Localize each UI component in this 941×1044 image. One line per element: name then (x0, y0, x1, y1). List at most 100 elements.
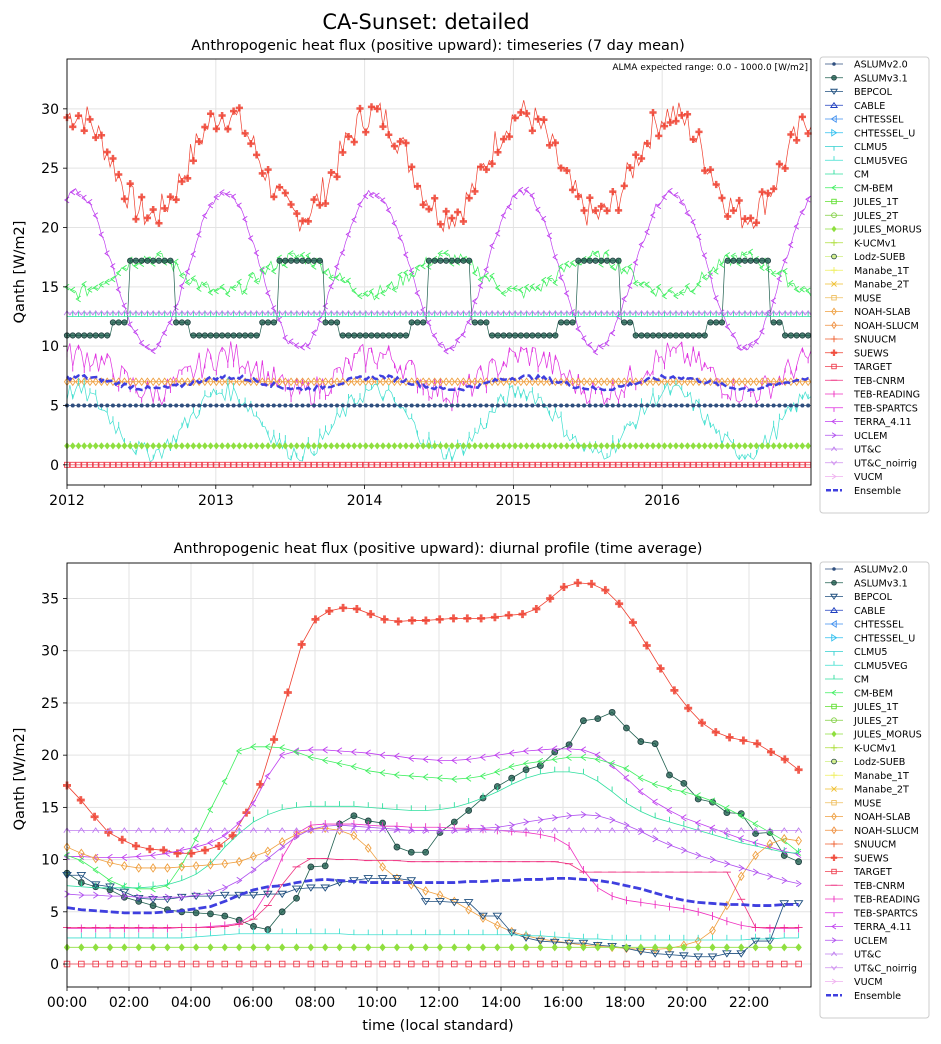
data-point (783, 403, 788, 408)
data-point (805, 332, 812, 339)
data-point (172, 196, 180, 204)
x-tick-label: 2012 (49, 493, 85, 509)
data-point (144, 257, 151, 264)
data-point (690, 332, 697, 339)
data-point (609, 816, 616, 824)
data-point (357, 201, 363, 208)
legend-label: UT&C_noirrig (854, 963, 917, 974)
data-point (770, 461, 777, 468)
data-point (391, 332, 398, 339)
data-point (207, 960, 214, 968)
data-point (615, 257, 622, 264)
data-point (195, 309, 203, 316)
data-point (149, 902, 157, 909)
data-point (766, 748, 775, 757)
data-point (221, 827, 229, 833)
data-point (512, 192, 518, 200)
data-point (320, 884, 331, 892)
data-point (601, 586, 610, 595)
data-point (466, 442, 473, 450)
data-point (135, 960, 142, 968)
data-point (594, 827, 602, 833)
data-point (506, 309, 513, 316)
data-point (535, 461, 542, 468)
data-point (179, 442, 185, 450)
data-point (678, 309, 685, 316)
data-point (523, 283, 530, 291)
data-point (98, 332, 105, 339)
data-point (522, 943, 530, 952)
data-point (305, 442, 312, 450)
data-point (431, 442, 438, 450)
data-point (178, 960, 186, 968)
data-point (436, 943, 444, 952)
legend-entry: Manabe_1T (825, 266, 909, 277)
data-point (592, 250, 598, 258)
data-point (454, 208, 462, 216)
data-point (339, 603, 348, 612)
data-point (316, 316, 323, 323)
data-point (747, 214, 755, 222)
data-point (557, 319, 565, 326)
data-point (336, 759, 343, 768)
legend-entry: SUEWS (825, 853, 889, 864)
data-point (454, 442, 461, 450)
data-point (283, 403, 288, 408)
data-point (438, 403, 443, 408)
data-point (414, 309, 421, 316)
data-point (78, 960, 85, 968)
data-point (678, 442, 685, 450)
legend-label: TEB-READING (853, 390, 920, 401)
data-point (508, 943, 515, 952)
data-point (92, 442, 99, 450)
y-tick-label: 20 (41, 748, 59, 764)
data-point (752, 820, 759, 828)
data-point (460, 257, 467, 264)
data-point (98, 231, 104, 239)
data-point (551, 827, 559, 833)
data-point (570, 403, 575, 408)
data-point (212, 125, 220, 133)
data-point (299, 377, 306, 387)
data-point (638, 241, 644, 248)
data-point (776, 377, 783, 387)
data-point (159, 846, 168, 855)
legend-entry: UCLEM (825, 431, 887, 442)
data-point (351, 461, 358, 468)
data-point (344, 132, 353, 141)
data-point (621, 295, 627, 303)
data-point (379, 751, 386, 759)
data-point (322, 461, 329, 468)
legend-marker (831, 758, 837, 765)
data-point (425, 257, 433, 264)
data-point (450, 827, 458, 833)
data-point (651, 960, 659, 968)
data-point (132, 309, 140, 316)
data-point (694, 827, 702, 833)
data-point (402, 251, 409, 259)
data-point (781, 847, 787, 855)
legend-label: ASLUMv2.0 (854, 565, 908, 576)
data-point (575, 309, 582, 316)
data-point (104, 278, 110, 286)
data-point (191, 403, 196, 408)
data-point (594, 755, 601, 763)
data-point (275, 183, 284, 191)
data-point (299, 251, 305, 259)
legend-entry: VUCM (825, 977, 883, 988)
data-point (408, 943, 415, 952)
data-point (213, 309, 220, 316)
data-point (213, 461, 220, 468)
data-point (164, 882, 171, 890)
data-point (178, 319, 186, 326)
data-point (723, 943, 731, 952)
data-point (651, 403, 655, 408)
data-point (253, 249, 260, 257)
data-point (221, 943, 228, 952)
data-point (259, 309, 266, 316)
data-point (709, 797, 716, 805)
data-point (201, 309, 209, 316)
data-point (235, 747, 242, 755)
data-point (459, 217, 468, 226)
